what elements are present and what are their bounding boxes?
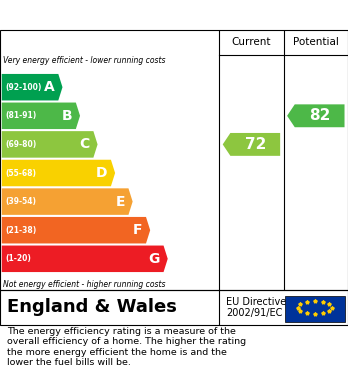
Text: (92-100): (92-100) [5, 83, 42, 92]
Text: B: B [62, 109, 72, 123]
FancyBboxPatch shape [285, 296, 345, 322]
Text: A: A [44, 80, 55, 94]
Polygon shape [287, 104, 345, 127]
Text: Not energy efficient - higher running costs: Not energy efficient - higher running co… [3, 280, 166, 289]
Text: D: D [96, 166, 108, 180]
Polygon shape [2, 74, 63, 100]
Text: C: C [80, 137, 90, 151]
Text: G: G [149, 252, 160, 266]
Text: (55-68): (55-68) [5, 169, 36, 178]
Text: E: E [116, 195, 125, 209]
Polygon shape [2, 217, 150, 244]
Text: 72: 72 [245, 137, 266, 152]
Polygon shape [2, 246, 168, 272]
Text: F: F [133, 223, 143, 237]
Text: (1-20): (1-20) [5, 254, 31, 263]
Polygon shape [2, 160, 115, 186]
Text: (69-80): (69-80) [5, 140, 37, 149]
Text: (81-91): (81-91) [5, 111, 37, 120]
Text: Current: Current [232, 38, 271, 47]
Polygon shape [2, 131, 97, 158]
Text: Energy Efficiency Rating: Energy Efficiency Rating [10, 7, 221, 23]
Polygon shape [2, 102, 80, 129]
Polygon shape [223, 133, 280, 156]
Text: England & Wales: England & Wales [7, 298, 177, 316]
Text: The energy efficiency rating is a measure of the
overall efficiency of a home. T: The energy efficiency rating is a measur… [7, 327, 246, 367]
Text: EU Directive
2002/91/EC: EU Directive 2002/91/EC [226, 297, 286, 318]
Text: 82: 82 [309, 108, 330, 123]
Text: Very energy efficient - lower running costs: Very energy efficient - lower running co… [3, 56, 166, 65]
Text: Potential: Potential [293, 38, 339, 47]
Polygon shape [2, 188, 133, 215]
Text: (39-54): (39-54) [5, 197, 36, 206]
Text: (21-38): (21-38) [5, 226, 37, 235]
